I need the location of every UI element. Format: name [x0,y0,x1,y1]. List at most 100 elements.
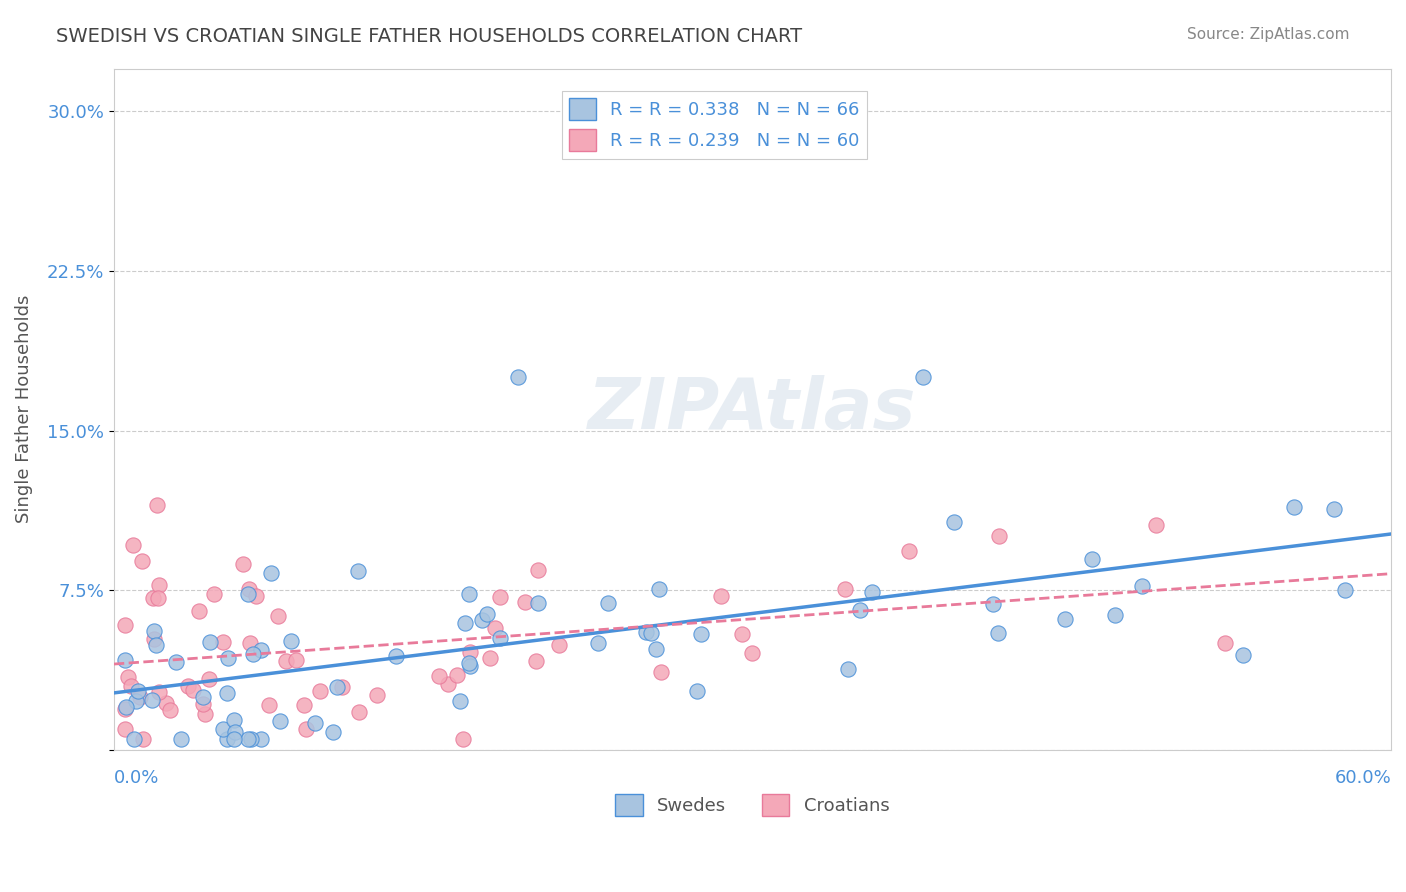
Point [224,724,246,739]
Point [484,621,506,635]
Point [1130,579,1153,593]
Point [215,732,238,747]
Point [200,635,222,649]
Point [124,694,146,708]
Point [236,587,259,601]
Point [142,591,165,605]
Point [143,624,166,638]
Point [650,665,672,679]
Point [690,627,713,641]
Point [860,585,883,599]
Text: SWEDISH VS CROATIAN SINGLE FATHER HOUSEHOLDS CORRELATION CHART: SWEDISH VS CROATIAN SINGLE FATHER HOUSEH… [56,27,803,45]
Point [478,650,501,665]
Point [489,631,512,645]
Point [170,732,193,747]
Point [596,596,619,610]
Point [1323,501,1346,516]
Point [449,694,471,708]
Point [295,722,318,736]
Point [898,544,921,558]
Point [644,642,666,657]
Point [527,563,550,577]
Point [586,636,609,650]
Point [309,684,332,698]
Point [142,632,165,647]
Point [347,706,370,720]
Point [837,662,859,676]
Text: 60.0%: 60.0% [1334,769,1391,787]
Point [709,589,731,603]
Point [211,635,233,649]
Point [146,591,169,605]
Point [132,732,155,747]
Point [259,698,281,712]
Point [198,672,221,686]
Point [127,684,149,698]
Point [145,638,167,652]
Point [848,603,870,617]
Point [285,653,308,667]
Point [458,659,481,673]
Point [242,647,264,661]
Point [547,638,569,652]
Point [942,516,965,530]
Point [120,679,142,693]
Point [245,590,267,604]
Point [238,582,260,597]
Point [326,680,349,694]
Text: 0.0%: 0.0% [114,769,159,787]
Point [988,528,1011,542]
Point [427,669,450,683]
Point [640,626,662,640]
Point [249,642,271,657]
Point [129,690,152,705]
Point [122,732,145,747]
Point [165,655,187,669]
Point [489,590,512,604]
Point [332,681,354,695]
Point [987,625,1010,640]
Y-axis label: Single Father Households: Single Father Households [15,295,32,524]
Point [155,696,177,710]
Point [446,667,468,681]
Point [159,704,181,718]
Point [115,699,138,714]
Point [983,597,1005,611]
Point [114,702,136,716]
Point [188,604,211,618]
Point [280,633,302,648]
Point [636,624,658,639]
Point [222,732,245,747]
Point [458,657,481,671]
Point [508,370,530,384]
Point [304,716,326,731]
Point [458,587,481,601]
Point [437,677,460,691]
Point [366,689,388,703]
Point [141,693,163,707]
Text: ZIPAtlas: ZIPAtlas [588,375,917,444]
Point [239,636,262,650]
Point [114,617,136,632]
Point [292,698,315,713]
Point [1144,517,1167,532]
Text: Source: ZipAtlas.com: Source: ZipAtlas.com [1187,27,1350,42]
Point [148,685,170,699]
Point [194,706,217,721]
Point [1334,582,1357,597]
Point [217,651,239,665]
Point [238,732,260,747]
Point [731,627,754,641]
Point [1104,608,1126,623]
Point [114,722,136,736]
Point [177,679,200,693]
Point [121,538,143,552]
Point [215,686,238,700]
Point [1081,552,1104,566]
Point [458,645,481,659]
Point [1232,648,1254,663]
Point [239,732,262,747]
Point [1284,500,1306,515]
Point [471,613,494,627]
Point [276,654,298,668]
